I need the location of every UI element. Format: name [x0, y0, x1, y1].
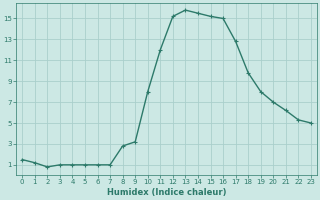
X-axis label: Humidex (Indice chaleur): Humidex (Indice chaleur)	[107, 188, 226, 197]
